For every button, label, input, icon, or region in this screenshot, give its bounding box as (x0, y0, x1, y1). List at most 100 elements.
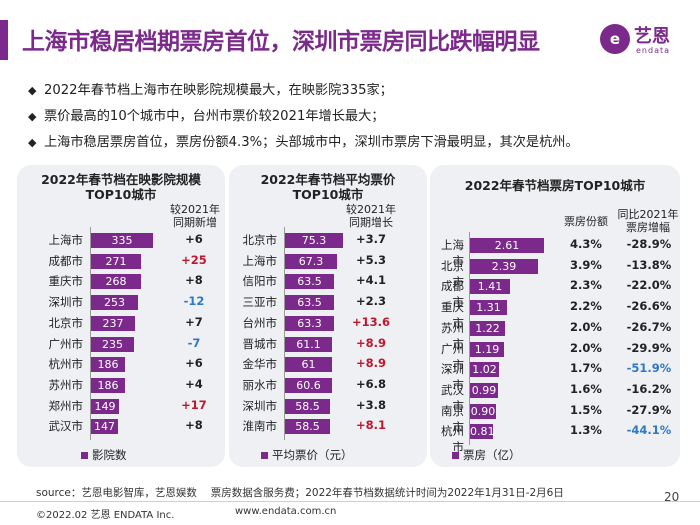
change-value: -51.9% (626, 361, 672, 376)
diamond-icon: ◆ (28, 110, 37, 123)
share-value: 2.3% (570, 278, 602, 293)
bar (91, 357, 125, 373)
chart-title: 2022年春节档在映影院规模 (41, 172, 201, 187)
bar (285, 233, 343, 248)
bar-value-label: 1.41 (477, 280, 503, 294)
category-label: 深圳市 (48, 295, 84, 310)
share-value: 3.9% (570, 257, 602, 272)
bar-value-label: 63.5 (297, 296, 322, 310)
change-value: +7 (185, 314, 203, 329)
bar-value-label: 268 (105, 275, 127, 289)
logo-text-en: endata (636, 46, 671, 55)
change-value: +5.3 (355, 252, 386, 267)
change-value: +6 (185, 232, 203, 246)
legend-swatch (261, 452, 268, 459)
copyright: ©2022.02 艺恩 ENDATA Inc. (36, 510, 175, 521)
share-value: 2.0% (570, 319, 602, 334)
bar (91, 419, 118, 435)
category-label: 重庆市 (441, 300, 464, 331)
chart-title: 2022年春节档票房TOP10城市 (464, 178, 646, 193)
bar-value-label: 63.5 (297, 275, 322, 289)
legend-swatch (81, 452, 88, 459)
bullet-item: ◆ 上海市稳居票房首位，票房份额4.3%；头部城市中，深圳市票房下滑最明显，其次是… (28, 130, 579, 156)
title-accent-bar (0, 20, 8, 60)
category-label: 成都市 (441, 279, 464, 310)
change-value: -28.9% (626, 237, 672, 251)
change-value: -13.8% (626, 257, 672, 272)
legend-swatch (452, 452, 459, 459)
category-axis (90, 227, 91, 440)
bar (285, 398, 330, 414)
change-value: -22.0% (626, 278, 672, 293)
logo-text-cn: 艺恩 (634, 26, 670, 47)
bar (285, 295, 334, 311)
summary-bullets: ◆ 2022年春节档上海市在映影院规模最大，在映影院335家； ◆ 票价最高的10个… (28, 78, 579, 156)
change-value: +8.1 (355, 418, 386, 433)
category-label: 深圳市 (441, 362, 464, 393)
bar-value-label: 67.3 (298, 254, 324, 268)
category-label: 苏州市 (441, 320, 464, 351)
change-value: +8.9 (355, 356, 386, 371)
chart-legend: 平均票价（元） (261, 447, 353, 463)
change-value: +25 (181, 252, 207, 267)
bar-value-label: 149 (94, 399, 116, 413)
category-label: 武汉市 (441, 382, 464, 413)
change-value: -16.2% (626, 381, 672, 396)
category-label: 金华市 (242, 357, 278, 372)
diamond-icon: ◆ (28, 136, 37, 149)
share-value: 1.7% (570, 361, 602, 376)
bar-value-label: 61 (301, 358, 316, 372)
bar (470, 258, 538, 274)
bar (470, 238, 544, 253)
cinema-count-panel: 2022年春节档在映影院规模 TOP10城市 较2021年 同期新增 上海市 33… (17, 165, 225, 467)
category-label: 重庆市 (48, 274, 84, 289)
category-label: 深圳市 (242, 398, 278, 413)
category-label: 上海市 (242, 253, 278, 268)
bar-value-label: 1.22 (475, 321, 500, 335)
change-value: +8 (185, 273, 203, 288)
bar (91, 377, 125, 393)
category-axis (469, 232, 470, 445)
category-label: 成都市 (48, 253, 84, 268)
chart-title: 2022年春节档平均票价 (260, 172, 396, 187)
category-label: 丽水市 (242, 377, 278, 392)
box-office-panel: 2022年春节档票房TOP10城市 票房份额 同比2021年 票房增幅 上海市 2… (430, 165, 680, 467)
change-header: 较2021年 同期增长 (346, 203, 396, 229)
bar (470, 300, 507, 316)
diamond-icon: ◆ (28, 84, 37, 97)
change-value: +3.7 (355, 232, 386, 246)
category-label: 淮南市 (242, 419, 278, 434)
bullet-item: ◆ 2022年春节档上海市在映影院规模最大，在映影院335家； (28, 78, 579, 104)
bar (470, 279, 510, 295)
website-link[interactable]: www.endata.com.cn (235, 506, 337, 517)
bar-value-label: 271 (105, 254, 127, 268)
category-label: 广州市 (48, 336, 84, 351)
change-value: +3.8 (355, 397, 386, 412)
avg-price-panel: 2022年春节档平均票价 TOP10城市 较2021年 同期增长 北京市 75.3… (229, 165, 427, 467)
change-value: -26.6% (626, 299, 672, 314)
bar-value-label: 186 (97, 358, 119, 372)
bar-value-label: 58.5 (295, 399, 320, 413)
logo-mark-icon: e (600, 24, 630, 54)
bar (285, 274, 334, 290)
bar (470, 382, 498, 398)
bar (470, 424, 493, 440)
category-label: 郑州市 (48, 398, 84, 413)
bar-value-label: 60.6 (296, 378, 321, 392)
page-title: 上海市稳居档期票房首位，深圳市票房同比跌幅明显 (22, 29, 540, 55)
change-value: +2.3 (355, 294, 386, 309)
bar-value-label: 237 (102, 316, 124, 330)
change-value: +13.6 (351, 314, 390, 329)
bar (470, 362, 499, 378)
bar (285, 357, 332, 373)
change-value: +4 (185, 376, 203, 391)
category-label: 上海市 (441, 238, 464, 268)
bar (285, 377, 332, 393)
share-header: 票房份额 (564, 215, 608, 228)
category-label: 信阳市 (242, 274, 278, 289)
bar (91, 274, 141, 290)
category-label: 苏州市 (48, 377, 84, 392)
share-value: 2.0% (570, 340, 602, 355)
bar-value-label: 253 (104, 296, 125, 310)
bar (91, 233, 153, 248)
